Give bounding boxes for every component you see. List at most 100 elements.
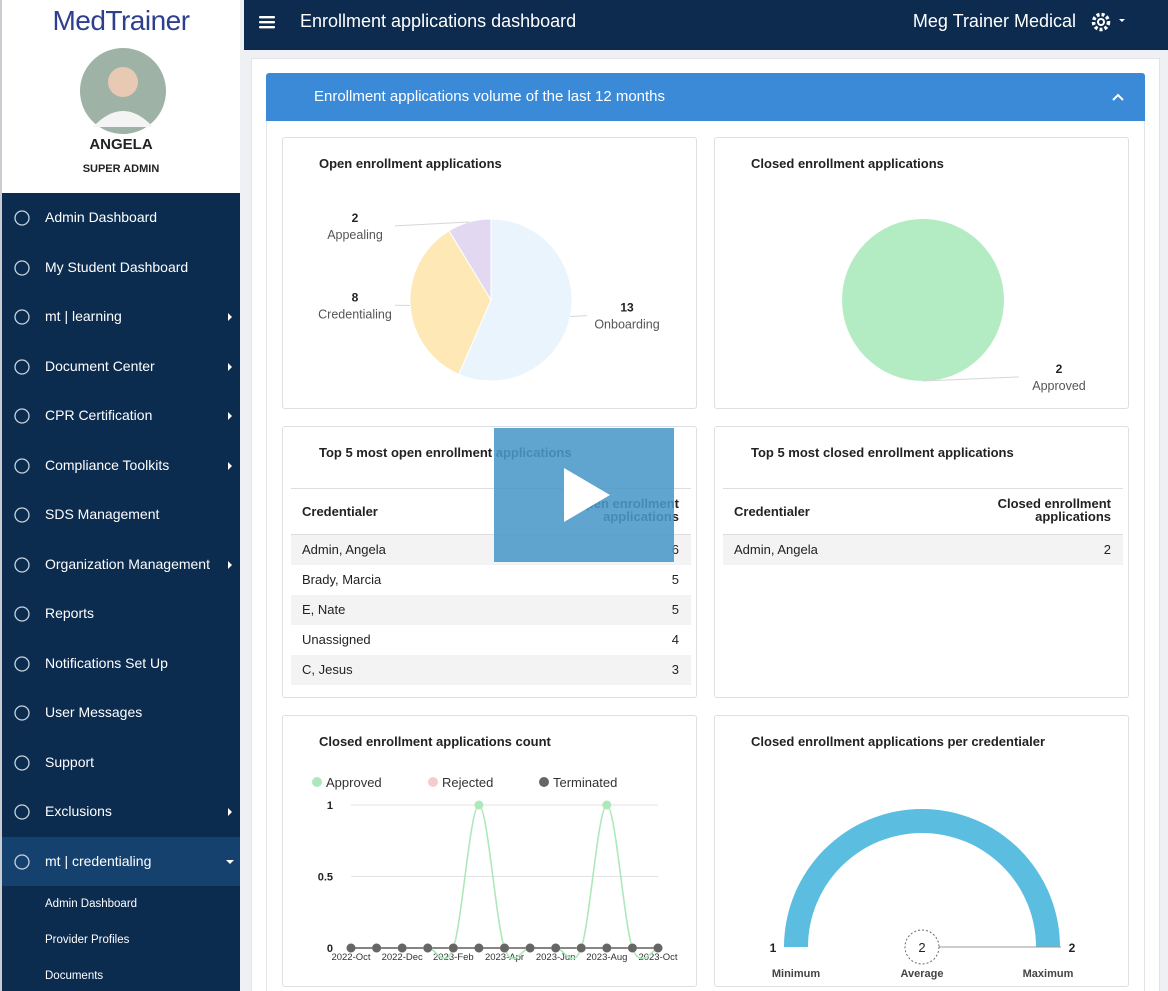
- nav-label: SDS Management: [45, 506, 160, 522]
- nav-label: User Messages: [45, 704, 143, 720]
- table-row: Admin, Angela 2: [723, 535, 1123, 565]
- data-table: Credentialer Closed enrollment applicatio…: [723, 488, 1123, 565]
- chart: 2 Approved: [842, 219, 1086, 393]
- table-cell: 3: [671, 662, 679, 677]
- table-cell: Brady, Marcia: [302, 572, 382, 587]
- play-icon: [564, 468, 610, 522]
- nav-item[interactable]: mt | credentialing: [2, 836, 240, 886]
- nav-item[interactable]: Organization Management: [2, 540, 240, 590]
- nav-item[interactable]: User Messages: [2, 688, 240, 738]
- gear-caret: [1119, 19, 1125, 22]
- nav-arrow: [228, 362, 232, 371]
- line-point: [474, 800, 484, 810]
- y-tick-label: 0.5: [318, 872, 333, 884]
- user-role: SUPER ADMIN: [82, 163, 160, 175]
- nav-item[interactable]: Admin Dashboard: [2, 193, 240, 243]
- data-label-category: Approved: [1032, 379, 1086, 393]
- avatar: [80, 48, 166, 134]
- data-label-category: Credentialing: [318, 307, 392, 321]
- data-label-value: 8: [352, 290, 359, 304]
- nav-label: Admin Dashboard: [45, 209, 158, 225]
- nav-item[interactable]: Support: [2, 738, 240, 788]
- organization-name[interactable]: Meg Trainer Medical: [912, 11, 1076, 31]
- nav-arrow-shape: [228, 313, 232, 321]
- x-tick-label: 2022-Oct: [331, 952, 370, 963]
- top-header: Enrollment applications dashboard Meg Tra…: [244, 0, 1168, 50]
- card: Open enrollment applications 13 Onboarding…: [282, 137, 697, 409]
- line-point: [397, 943, 407, 953]
- nav-icon: [14, 606, 30, 622]
- nav-label: Compliance Toolkits: [45, 456, 170, 473]
- data-label-value: 2: [352, 211, 359, 225]
- gauge-arc: [784, 809, 1060, 947]
- subnav-item[interactable]: Admin Dashboard: [45, 898, 138, 910]
- video-play-button[interactable]: [494, 428, 674, 562]
- average-label: Average: [900, 968, 943, 980]
- table-cell: Admin, Angela: [734, 542, 818, 557]
- line-point: [525, 943, 535, 953]
- chart: 0 0.5 1 2022-Oct 2022-Dec 2023-Feb 2023-Apr 202…: [312, 775, 678, 963]
- nav-label: Support: [45, 753, 95, 770]
- sidebar: MedTrainer ANGELA SUPER ADMIN Admin Dashboa…: [0, 0, 240, 991]
- average-value: 2: [918, 940, 925, 955]
- line-point: [602, 943, 612, 953]
- pie-slice: [458, 218, 573, 382]
- nav-icon-shape: [14, 259, 30, 276]
- column-header: Credentialer: [302, 504, 378, 519]
- nav-item[interactable]: Document Center: [2, 342, 240, 392]
- nav-icon-shape: [14, 309, 30, 325]
- subnav-item[interactable]: Provider Profiles: [45, 934, 130, 946]
- nav-item[interactable]: mt | learning: [2, 292, 240, 342]
- card-title: Closed enrollment applications: [751, 156, 944, 171]
- y-tick-label: 1: [327, 800, 333, 812]
- card-title: Closed enrollment applications count: [319, 734, 551, 749]
- table-row: Brady, Marcia 5: [291, 565, 691, 595]
- nav-icon: [14, 556, 30, 573]
- nav-icon-shape: [14, 804, 30, 820]
- nav-label: Notifications Set Up: [45, 654, 168, 671]
- nav-item[interactable]: My Student Dashboard: [2, 243, 240, 293]
- panel-header[interactable]: Enrollment applications volume of the la…: [266, 73, 1145, 121]
- nav-item[interactable]: Compliance Toolkits: [2, 441, 240, 491]
- nav-arrow: [226, 859, 234, 864]
- data-label-value: 13: [620, 301, 634, 315]
- column-header: Closed enrollment applications: [997, 496, 1111, 524]
- table-cell: 2: [1103, 542, 1111, 557]
- nav-icon: [14, 408, 30, 424]
- y-tick-label: 0: [327, 943, 333, 955]
- table-header-row: Credentialer Closed enrollment applicatio…: [723, 489, 1123, 535]
- subnav-item[interactable]: Documents: [45, 970, 104, 982]
- legend-marker: [428, 777, 438, 787]
- legend-marker: [539, 777, 549, 787]
- nav-item[interactable]: CPR Certification: [2, 391, 240, 441]
- nav-icon-shape: [14, 507, 30, 523]
- card-title: Top 5 most closed enrollment application…: [751, 445, 1014, 460]
- nav-label: mt | learning: [45, 308, 122, 324]
- table-cell: 4: [671, 632, 679, 647]
- nav-arrow: [228, 808, 232, 816]
- nav-icon: [14, 655, 30, 672]
- nav-item[interactable]: Notifications Set Up: [2, 639, 240, 689]
- avatar-head: [108, 67, 138, 97]
- line-point: [423, 943, 433, 953]
- panel-body: [266, 121, 1145, 991]
- x-tick-label: 2023-Oct: [638, 952, 677, 963]
- pie-slice: [409, 230, 492, 375]
- table-cell: Admin, Angela: [302, 542, 386, 557]
- table-cell: 5: [671, 602, 679, 617]
- card-title: Open enrollment applications: [319, 156, 502, 171]
- nav-item[interactable]: SDS Management: [2, 490, 240, 540]
- brand-logo: MedTrainer: [52, 5, 190, 36]
- average-marker: [904, 929, 940, 965]
- page-title: Enrollment applications dashboard: [300, 11, 577, 31]
- nav-icon-shape: [14, 853, 30, 870]
- nav-icon-shape: [14, 655, 30, 672]
- line-point: [448, 943, 458, 953]
- nav-arrow-shape: [226, 859, 234, 864]
- nav-icon: [14, 507, 30, 523]
- nav-label: Exclusions: [45, 803, 112, 819]
- nav-item[interactable]: Reports: [2, 589, 240, 639]
- nav-icon: [14, 705, 30, 721]
- nav-item[interactable]: Exclusions: [2, 787, 240, 837]
- table-cell: E, Nate: [302, 602, 346, 617]
